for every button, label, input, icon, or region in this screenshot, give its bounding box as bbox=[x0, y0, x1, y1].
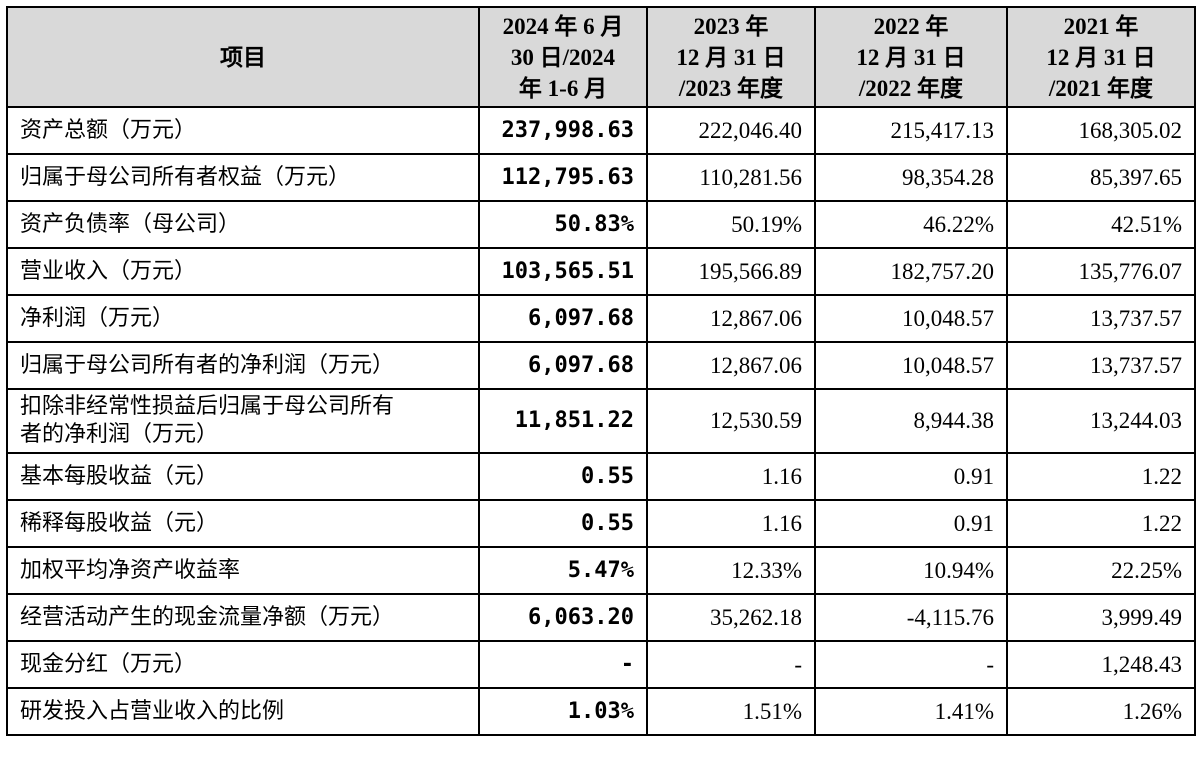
cell-2023: 1.51% bbox=[646, 687, 816, 736]
cell-2022: 1.41% bbox=[814, 687, 1008, 736]
cell-2023: 50.19% bbox=[646, 200, 816, 249]
cell-2021: 13,737.57 bbox=[1006, 341, 1196, 390]
cell-2024h1: 103,565.51 bbox=[478, 247, 648, 296]
row-label: 稀释每股收益（元） bbox=[6, 499, 480, 548]
cell-2022: 0.91 bbox=[814, 499, 1008, 548]
cell-2024h1: 11,851.22 bbox=[478, 388, 648, 454]
header-row: 项目 2024 年 6 月 30 日/2024 年 1-6 月 2023 年 1… bbox=[6, 6, 1196, 108]
table-row: 归属于母公司所有者权益（万元） 112,795.63 110,281.56 98… bbox=[6, 153, 1196, 202]
table-row: 扣除非经常性损益后归属于母公司所有 者的净利润（万元） 11,851.22 12… bbox=[6, 388, 1196, 454]
table-row: 加权平均净资产收益率 5.47% 12.33% 10.94% 22.25% bbox=[6, 546, 1196, 595]
cell-2021: 1,248.43 bbox=[1006, 640, 1196, 689]
row-label: 基本每股收益（元） bbox=[6, 452, 480, 501]
header-item: 项目 bbox=[6, 6, 480, 108]
cell-2024h1: 50.83% bbox=[478, 200, 648, 249]
row-label: 研发投入占营业收入的比例 bbox=[6, 687, 480, 736]
financial-data-table: 项目 2024 年 6 月 30 日/2024 年 1-6 月 2023 年 1… bbox=[6, 6, 1196, 736]
cell-2024h1: - bbox=[478, 640, 648, 689]
table-row: 稀释每股收益（元） 0.55 1.16 0.91 1.22 bbox=[6, 499, 1196, 548]
cell-2024h1: 0.55 bbox=[478, 499, 648, 548]
cell-2021: 22.25% bbox=[1006, 546, 1196, 595]
cell-2023: 222,046.40 bbox=[646, 106, 816, 155]
row-label: 归属于母公司所有者的净利润（万元） bbox=[6, 341, 480, 390]
cell-2021: 1.22 bbox=[1006, 499, 1196, 548]
table-row: 营业收入（万元） 103,565.51 195,566.89 182,757.2… bbox=[6, 247, 1196, 296]
cell-2022: 10,048.57 bbox=[814, 341, 1008, 390]
cell-2024h1: 0.55 bbox=[478, 452, 648, 501]
cell-2023: 12,867.06 bbox=[646, 294, 816, 343]
cell-2024h1: 5.47% bbox=[478, 546, 648, 595]
table-row: 净利润（万元） 6,097.68 12,867.06 10,048.57 13,… bbox=[6, 294, 1196, 343]
cell-2023: - bbox=[646, 640, 816, 689]
table-row: 基本每股收益（元） 0.55 1.16 0.91 1.22 bbox=[6, 452, 1196, 501]
cell-2022: 10.94% bbox=[814, 546, 1008, 595]
table-row: 资产负债率（母公司） 50.83% 50.19% 46.22% 42.51% bbox=[6, 200, 1196, 249]
cell-2022: -4,115.76 bbox=[814, 593, 1008, 642]
cell-2022: 0.91 bbox=[814, 452, 1008, 501]
cell-2021: 168,305.02 bbox=[1006, 106, 1196, 155]
cell-2023: 1.16 bbox=[646, 452, 816, 501]
cell-2021: 13,244.03 bbox=[1006, 388, 1196, 454]
table-row: 经营活动产生的现金流量净额（万元） 6,063.20 35,262.18 -4,… bbox=[6, 593, 1196, 642]
cell-2024h1: 237,998.63 bbox=[478, 106, 648, 155]
cell-2021: 135,776.07 bbox=[1006, 247, 1196, 296]
cell-2024h1: 6,063.20 bbox=[478, 593, 648, 642]
cell-2022: 182,757.20 bbox=[814, 247, 1008, 296]
cell-2021: 13,737.57 bbox=[1006, 294, 1196, 343]
header-2023: 2023 年 12 月 31 日 /2023 年度 bbox=[646, 6, 816, 108]
cell-2023: 12,530.59 bbox=[646, 388, 816, 454]
cell-2021: 85,397.65 bbox=[1006, 153, 1196, 202]
cell-2021: 1.26% bbox=[1006, 687, 1196, 736]
row-label: 归属于母公司所有者权益（万元） bbox=[6, 153, 480, 202]
cell-2022: - bbox=[814, 640, 1008, 689]
row-label: 经营活动产生的现金流量净额（万元） bbox=[6, 593, 480, 642]
cell-2021: 3,999.49 bbox=[1006, 593, 1196, 642]
table-row: 资产总额（万元） 237,998.63 222,046.40 215,417.1… bbox=[6, 106, 1196, 155]
cell-2024h1: 6,097.68 bbox=[478, 294, 648, 343]
cell-2022: 8,944.38 bbox=[814, 388, 1008, 454]
table-row: 归属于母公司所有者的净利润（万元） 6,097.68 12,867.06 10,… bbox=[6, 341, 1196, 390]
row-label: 营业收入（万元） bbox=[6, 247, 480, 296]
table-row: 研发投入占营业收入的比例 1.03% 1.51% 1.41% 1.26% bbox=[6, 687, 1196, 736]
cell-2021: 1.22 bbox=[1006, 452, 1196, 501]
cell-2023: 1.16 bbox=[646, 499, 816, 548]
row-label: 加权平均净资产收益率 bbox=[6, 546, 480, 595]
cell-2022: 98,354.28 bbox=[814, 153, 1008, 202]
cell-2023: 195,566.89 bbox=[646, 247, 816, 296]
cell-2023: 12.33% bbox=[646, 546, 816, 595]
row-label: 扣除非经常性损益后归属于母公司所有 者的净利润（万元） bbox=[6, 388, 480, 454]
row-label: 资产总额（万元） bbox=[6, 106, 480, 155]
cell-2022: 215,417.13 bbox=[814, 106, 1008, 155]
header-2021: 2021 年 12 月 31 日 /2021 年度 bbox=[1006, 6, 1196, 108]
cell-2024h1: 6,097.68 bbox=[478, 341, 648, 390]
cell-2023: 12,867.06 bbox=[646, 341, 816, 390]
cell-2022: 46.22% bbox=[814, 200, 1008, 249]
cell-2023: 110,281.56 bbox=[646, 153, 816, 202]
row-label: 资产负债率（母公司） bbox=[6, 200, 480, 249]
row-label: 现金分红（万元） bbox=[6, 640, 480, 689]
header-2024h1: 2024 年 6 月 30 日/2024 年 1-6 月 bbox=[478, 6, 648, 108]
cell-2021: 42.51% bbox=[1006, 200, 1196, 249]
row-label: 净利润（万元） bbox=[6, 294, 480, 343]
table-row: 现金分红（万元） - - - 1,248.43 bbox=[6, 640, 1196, 689]
cell-2023: 35,262.18 bbox=[646, 593, 816, 642]
cell-2024h1: 1.03% bbox=[478, 687, 648, 736]
cell-2024h1: 112,795.63 bbox=[478, 153, 648, 202]
header-2022: 2022 年 12 月 31 日 /2022 年度 bbox=[814, 6, 1008, 108]
cell-2022: 10,048.57 bbox=[814, 294, 1008, 343]
